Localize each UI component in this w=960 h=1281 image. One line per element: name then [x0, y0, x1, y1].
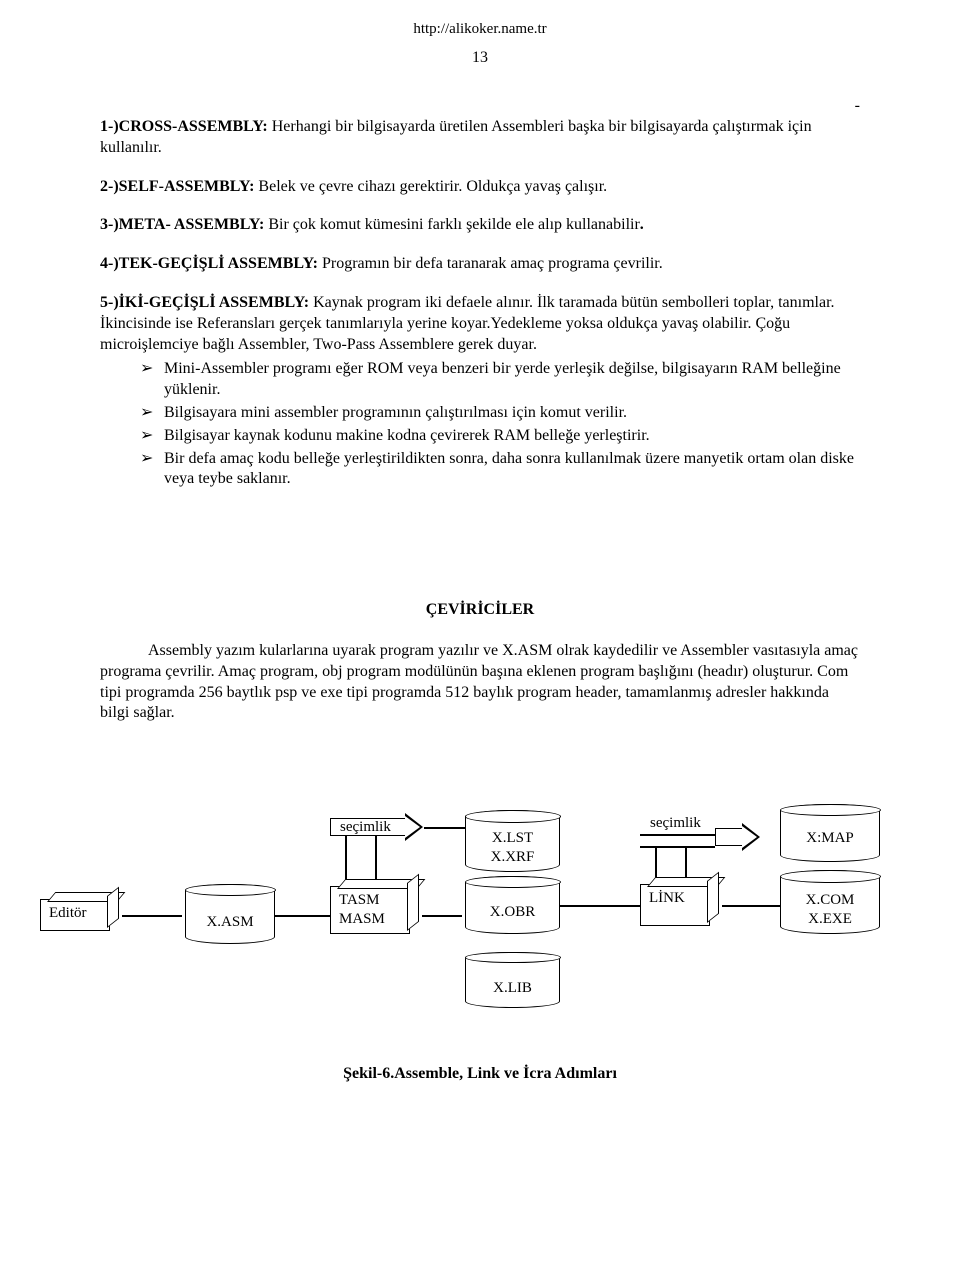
- node-xasm: X.ASM: [185, 884, 275, 944]
- section-5-label: 5-)İKİ-GEÇİŞLİ ASSEMBLY:: [100, 294, 309, 311]
- connector: [722, 905, 782, 907]
- secimlik-2-label: seçimlik: [650, 814, 701, 834]
- node-xlst: X.LST X.XRF: [465, 810, 560, 872]
- ceviriciler-para: Assembly yazım kularlarına uyarak progra…: [100, 641, 860, 724]
- section-5: 5-)İKİ-GEÇİŞLİ ASSEMBLY: Kaynak program …: [100, 293, 860, 490]
- connector: [640, 846, 715, 848]
- section-4-label: 4-)TEK-GEÇİŞLİ ASSEMBLY:: [100, 255, 318, 272]
- dash-marker: -: [100, 96, 860, 117]
- list-item: Bir defa amaç kodu belleğe yerleştirildi…: [140, 449, 860, 491]
- node-xcom-label: X.COM X.EXE: [781, 891, 879, 929]
- connector: [122, 915, 182, 917]
- node-xobr-label: X.OBR: [466, 903, 559, 922]
- node-xobr: X.OBR: [465, 876, 560, 934]
- connector: [640, 834, 715, 836]
- connector: [560, 905, 640, 907]
- secimlik-1-label: seçimlik: [340, 818, 391, 838]
- node-link-label: LİNK: [641, 885, 709, 912]
- section-1-label: 1-)CROSS-ASSEMBLY:: [100, 118, 268, 135]
- node-xcom: X.COM X.EXE: [780, 870, 880, 934]
- connector: [275, 915, 330, 917]
- arrow-secimlik-2: [715, 828, 743, 846]
- connector: [424, 827, 469, 829]
- header-url: http://alikoker.name.tr: [100, 20, 860, 40]
- node-xlib-label: X.LIB: [466, 979, 559, 998]
- ceviriciler-heading: ÇEVİRİCİLER: [100, 600, 860, 621]
- section-3: 3-)META- ASSEMBLY: Bir çok komut kümesin…: [100, 215, 860, 236]
- list-item: Bilgisayara mini assembler programının ç…: [140, 403, 860, 424]
- list-item: Mini-Assembler programı eğer ROM veya be…: [140, 359, 860, 401]
- page-number: 13: [100, 48, 860, 69]
- node-link: LİNK: [640, 884, 710, 926]
- section-3-label: 3-)META- ASSEMBLY:: [100, 216, 264, 233]
- node-editor: Editör: [40, 899, 110, 931]
- list-item: Bilgisayar kaynak kodunu makine kodna çe…: [140, 426, 860, 447]
- section-3-text: Bir çok komut kümesini farklı şekilde el…: [264, 216, 639, 233]
- node-editor-label: Editör: [41, 900, 109, 927]
- node-tasm-masm: TASM MASM: [330, 886, 410, 934]
- bullet-list: Mini-Assembler programı eğer ROM veya be…: [100, 359, 860, 490]
- figure-caption: Şekil-6.Assemble, Link ve İcra Adımları: [100, 1064, 860, 1085]
- node-tasm-masm-label: TASM MASM: [331, 887, 409, 933]
- connector: [422, 915, 462, 917]
- section-2: 2-)SELF-ASSEMBLY: Belek ve çevre cihazı …: [100, 177, 860, 198]
- node-xmap: X:MAP: [780, 804, 880, 862]
- section-2-text: Belek ve çevre cihazı gerektirir. Oldukç…: [254, 178, 607, 195]
- section-2-label: 2-)SELF-ASSEMBLY:: [100, 178, 254, 195]
- flow-diagram: Editör X.ASM seçimlik TASM MASM X.LST X.…: [40, 774, 920, 1034]
- section-4: 4-)TEK-GEÇİŞLİ ASSEMBLY: Programın bir d…: [100, 254, 860, 275]
- node-xasm-label: X.ASM: [186, 913, 274, 932]
- section-4-text: Programın bir defa taranarak amaç progra…: [318, 255, 663, 272]
- section-1: 1-)CROSS-ASSEMBLY: Herhangi bir bilgisay…: [100, 117, 860, 159]
- node-xlib: X.LIB: [465, 952, 560, 1008]
- node-xlst-label: X.LST X.XRF: [466, 829, 559, 867]
- node-xmap-label: X:MAP: [781, 829, 879, 848]
